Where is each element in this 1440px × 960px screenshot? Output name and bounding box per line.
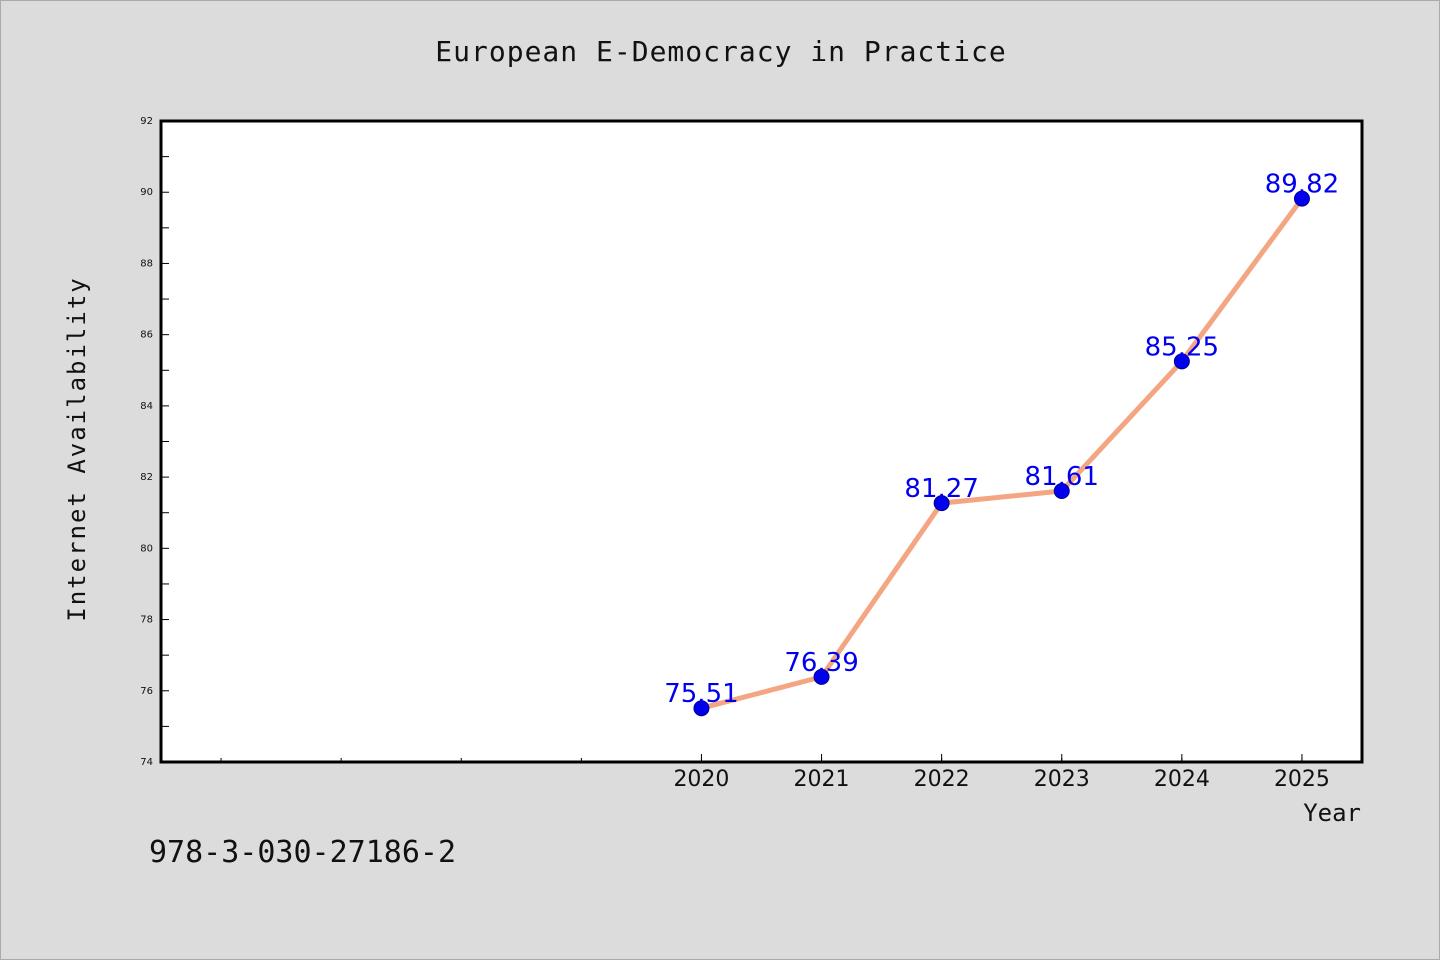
x-tick-label: 2021 [794, 767, 850, 792]
data-point [1173, 353, 1190, 370]
data-label: 81.61 [1025, 462, 1099, 492]
y-tick-label: 88 [140, 258, 153, 269]
y-tick-label: 74 [140, 757, 153, 768]
data-point [1293, 190, 1310, 207]
data-label: 76.39 [784, 648, 858, 678]
x-tick-label: 2024 [1154, 767, 1210, 792]
data-point [693, 700, 710, 717]
chart-title: European E-Democracy in Practice [435, 35, 1007, 68]
data-point [1053, 482, 1070, 499]
data-label: 89.82 [1265, 170, 1339, 200]
x-tick-label: 2022 [914, 767, 970, 792]
x-tick-label: 2023 [1034, 767, 1090, 792]
data-point [813, 668, 830, 685]
plot-area [159, 119, 1364, 764]
data-label: 75.51 [664, 679, 738, 709]
data-label: 85.25 [1145, 332, 1219, 362]
series-layer: 75.51 76.39 81.27 81.61 85.25 89.82 [664, 170, 1339, 717]
y-tick-label: 80 [140, 543, 153, 554]
x-axis: 2020 2021 2022 2023 2024 2025 [220, 754, 1330, 792]
y-tick-label: 90 [140, 187, 153, 198]
x-tick-label: 2020 [673, 767, 729, 792]
y-axis-title: Internet Availability [63, 276, 91, 621]
x-tick-label: 2025 [1274, 767, 1330, 792]
y-tick-label: 84 [140, 401, 153, 412]
y-tick-label: 82 [140, 472, 153, 483]
isbn-label: 978-3-030-27186-2 [149, 835, 457, 870]
y-tick-label: 92 [140, 116, 153, 127]
data-label: 81.27 [904, 474, 978, 504]
x-axis-title: Year [1303, 799, 1361, 827]
y-axis: 74 76 78 80 82 84 86 88 90 92 [140, 116, 169, 768]
y-tick-label: 86 [140, 330, 153, 341]
data-point [933, 495, 950, 512]
y-tick-label: 76 [140, 686, 153, 697]
y-tick-label: 78 [140, 615, 153, 626]
series-line [700, 197, 1304, 711]
